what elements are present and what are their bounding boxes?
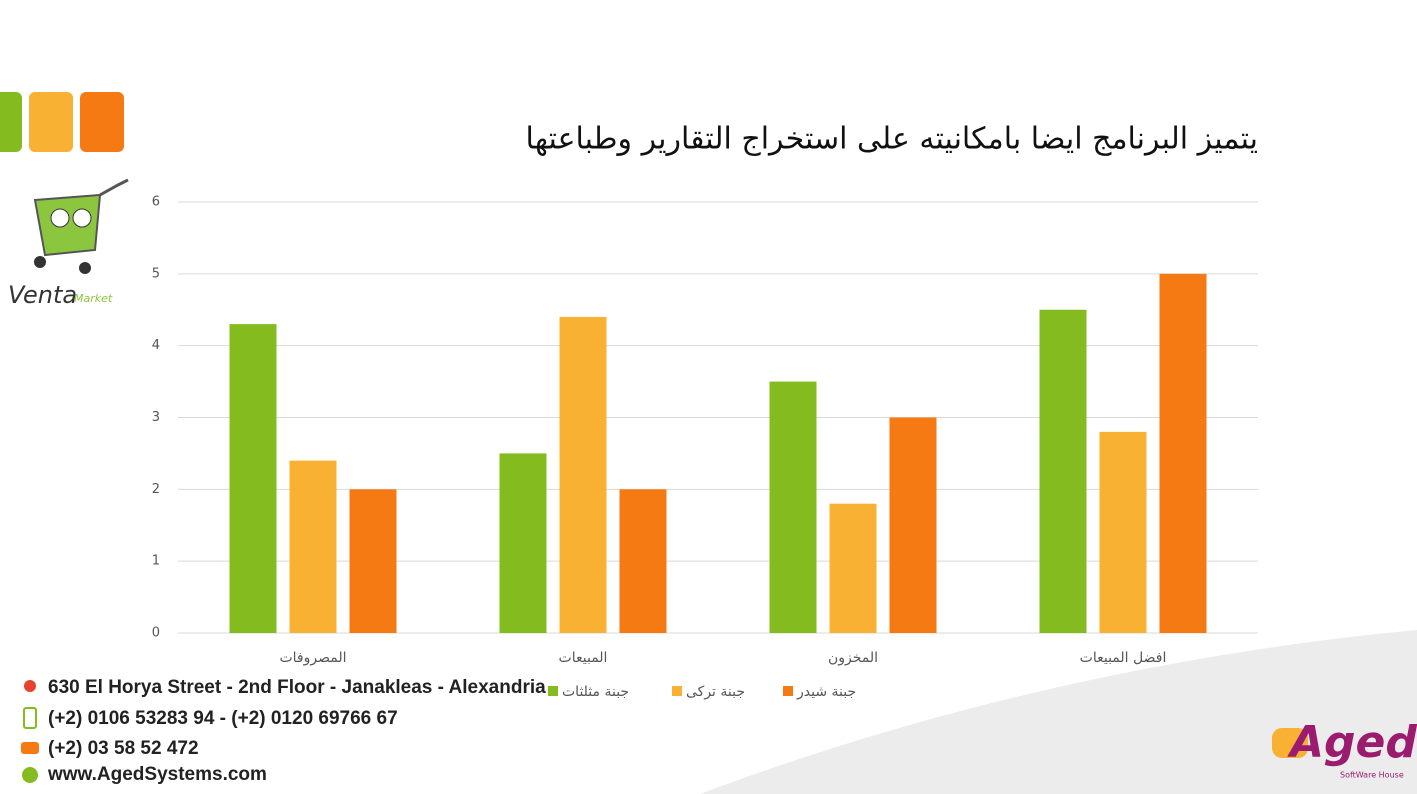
bar: [1099, 431, 1147, 633]
company-name: Aged: [1287, 717, 1417, 768]
x-tick-label: افضل المبيعات: [1080, 650, 1167, 666]
bar: [769, 381, 817, 633]
decor-square: [29, 92, 73, 152]
bar: [619, 489, 667, 633]
logo-sub: Market: [74, 292, 113, 305]
contact: 630 El Horya Street - 2nd Floor - Janakl…: [21, 677, 546, 785]
bar: [289, 460, 337, 633]
y-tick-label: 4: [152, 338, 160, 353]
website: www.AgedSystems.com: [47, 764, 267, 785]
mobile: (+2) 0106 53283 94 - (+2) 0120 69766 67: [48, 708, 398, 729]
bar: [559, 316, 607, 633]
logo-name: Venta: [8, 281, 77, 309]
bar: [229, 324, 277, 633]
legend-label: جبنة شيدر: [796, 684, 856, 700]
pin-icon: [24, 680, 36, 692]
company-logo: Aged SoftWare House: [1272, 717, 1417, 780]
y-tick-label: 3: [152, 410, 160, 425]
y-tick-label: 0: [152, 626, 160, 641]
legend-label: جبنة تركى: [686, 684, 745, 700]
y-tick-label: 2: [152, 482, 160, 497]
decor-square: [0, 92, 22, 152]
bar: [889, 417, 937, 633]
y-tick-label: 5: [152, 266, 160, 281]
y-tick-label: 1: [152, 554, 160, 569]
y-tick-label: 6: [152, 195, 160, 210]
x-tick-label: المخزون: [828, 650, 878, 666]
bar: [1039, 309, 1087, 633]
chart-title: يتميز البرنامج ايضا بامكانيته على استخرا…: [526, 122, 1258, 157]
company-sub: SoftWare House: [1340, 771, 1404, 780]
bar: [349, 489, 397, 633]
legend-swatch: [672, 686, 682, 696]
bar: [829, 503, 877, 633]
legend-swatch: [783, 686, 793, 696]
x-tick-label: المصروفات: [279, 650, 346, 666]
decor-curve: [700, 630, 1417, 794]
bar: [499, 453, 547, 633]
legend-swatch: [548, 686, 558, 696]
legend-label: جبنة مثلثات: [562, 684, 629, 700]
web-icon: [22, 767, 38, 783]
address: 630 El Horya Street - 2nd Floor - Janakl…: [48, 677, 546, 698]
phone-icon: [21, 742, 39, 754]
plot: 0 1 2 3 4 5 6 المصروفات المبيعات المخزون افضل المب…: [152, 195, 1258, 700]
bar: [1159, 273, 1207, 633]
x-tick-label: المبيعات: [559, 650, 608, 666]
mobile-icon: [23, 707, 37, 729]
venta-logo: Venta Market: [8, 178, 129, 309]
decor-square: [80, 92, 124, 152]
phone: (+2) 03 58 52 472: [48, 738, 199, 759]
